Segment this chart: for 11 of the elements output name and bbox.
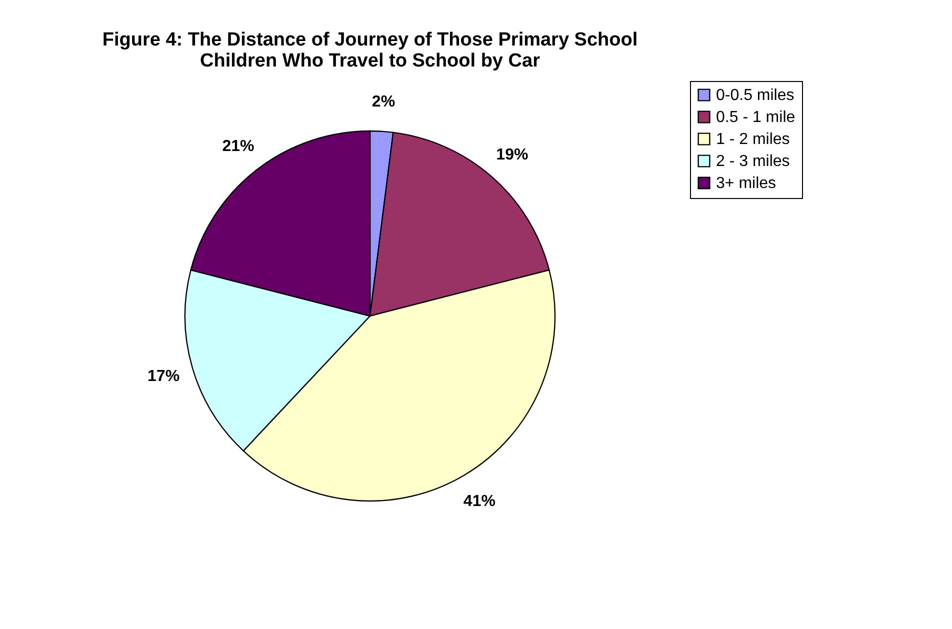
chart-title: Figure 4: The Distance of Journey of Those Primary School Children Who Travel to School by Car: [102, 30, 638, 72]
data-label: 21%: [222, 138, 254, 156]
legend-label: 0-0.5 miles: [716, 87, 794, 104]
data-label: 17%: [148, 368, 180, 385]
data-label: 41%: [463, 493, 496, 510]
legend-label: 2 - 3 miles: [716, 153, 790, 170]
legend-label: 3+ miles: [716, 175, 776, 192]
legend-label: 1 - 2 miles: [716, 131, 790, 148]
legend-label: 0.5 - 1 mile: [716, 109, 796, 126]
data-label: 19%: [496, 146, 528, 164]
data-label: 2%: [372, 93, 396, 110]
